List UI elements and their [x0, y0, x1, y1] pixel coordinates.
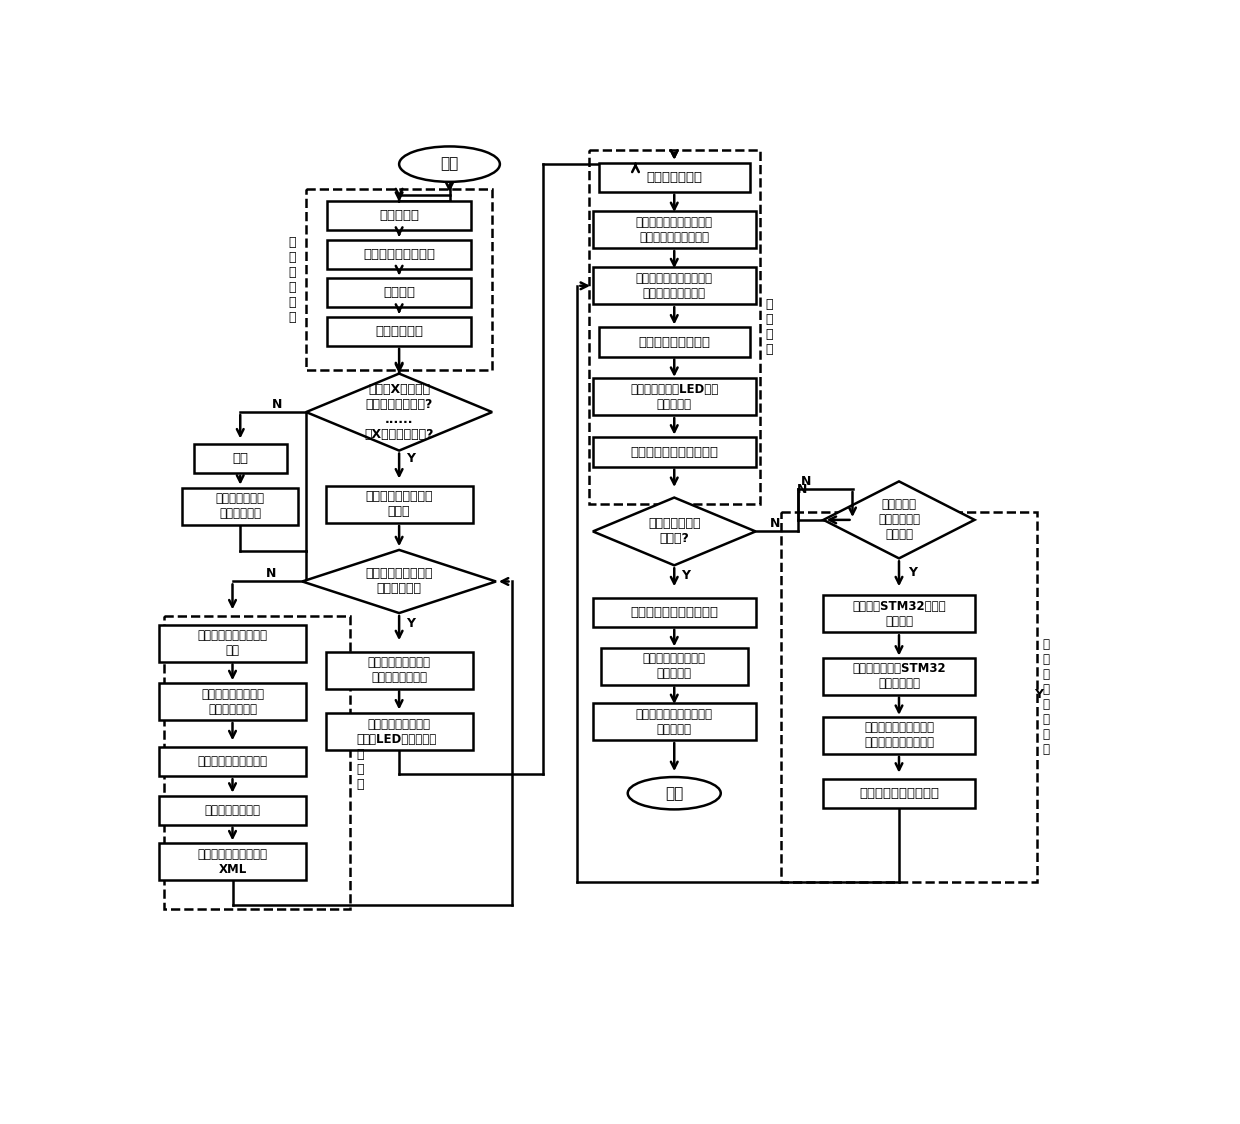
Bar	[325, 652, 472, 689]
Text: 结束: 结束	[665, 786, 683, 800]
Text: 参
数
设
定
模
块: 参 数 设 定 模 块	[289, 236, 296, 324]
Text: Y: Y	[681, 569, 691, 582]
Text: 报警: 报警	[232, 452, 248, 465]
Text: 待测线束扎带依次放入带
有方向的检测治具中: 待测线束扎带依次放入带 有方向的检测治具中	[636, 272, 713, 300]
Bar	[823, 779, 975, 808]
Text: 测试机箱STM32向发送
单个脉冲: 测试机箱STM32向发送 单个脉冲	[852, 600, 946, 628]
Text: 返修人员返修不
合格的单元板: 返修人员返修不 合格的单元板	[216, 492, 265, 520]
Text: 上位机向工厂管理软件上
传检测记录: 上位机向工厂管理软件上 传检测记录	[636, 708, 713, 735]
Bar	[593, 437, 755, 466]
Bar	[599, 163, 750, 192]
Bar	[600, 647, 748, 685]
Text: N: N	[267, 568, 277, 580]
Bar	[193, 444, 286, 473]
Text: 嵌入式系统点亮检测
治具LED发光二极管: 嵌入式系统点亮检测 治具LED发光二极管	[362, 717, 436, 745]
Text: 测试治具开关针闭合: 测试治具开关针闭合	[639, 335, 711, 348]
Text: 测试机箱驱动继电器
断开气密锁: 测试机箱驱动继电器 断开气密锁	[642, 652, 706, 680]
Text: 机箱板卡自检: 机箱板卡自检	[376, 325, 423, 337]
Text: N: N	[797, 482, 807, 496]
Text: Y: Y	[1034, 688, 1043, 701]
Text: Y: Y	[909, 565, 918, 579]
Bar	[593, 704, 755, 740]
Bar	[781, 513, 1037, 882]
Text: 嵌入式系统驱动LED发光
二极管熄灭: 嵌入式系统驱动LED发光 二极管熄灭	[630, 382, 718, 410]
Text: N: N	[770, 517, 780, 531]
Ellipse shape	[399, 146, 500, 182]
Ellipse shape	[627, 777, 720, 809]
Text: 设
计
模
块: 设 计 模 块	[357, 734, 365, 791]
Text: 导入线束扎带工艺参数: 导入线束扎带工艺参数	[197, 755, 268, 768]
Bar	[159, 747, 306, 777]
Text: 上位机设置串口参数: 上位机设置串口参数	[363, 247, 435, 261]
Bar	[589, 151, 759, 505]
Bar	[327, 317, 471, 346]
Text: 打开串口: 打开串口	[383, 287, 415, 299]
Text: 扫描线束流水号: 扫描线束流水号	[646, 171, 702, 183]
Polygon shape	[593, 498, 755, 565]
Bar	[182, 488, 299, 525]
Text: 生成线束扎带连线: 生成线束扎带连线	[205, 804, 260, 817]
Text: 机箱共X块单元板
第一块单元板合格?
......
第X块单元板合格?: 机箱共X块单元板 第一块单元板合格? ...... 第X块单元板合格?	[365, 383, 434, 441]
Bar	[823, 658, 975, 695]
Text: 扎带连线图形消
除完毕?: 扎带连线图形消 除完毕?	[649, 517, 701, 545]
Bar	[593, 598, 755, 627]
Text: 扫描枪扫描线号寻找
测试工艺文件: 扫描枪扫描线号寻找 测试工艺文件	[366, 568, 433, 596]
Bar	[823, 596, 975, 633]
Bar	[599, 327, 750, 356]
Bar	[823, 717, 975, 754]
Bar	[327, 278, 471, 307]
Bar	[593, 378, 755, 415]
Bar	[159, 843, 306, 880]
Text: 上位机线束扎带连线消除: 上位机线束扎带连线消除	[630, 445, 718, 459]
Text: 光耦开关检
测是否存在待
打印标签: 光耦开关检 测是否存在待 打印标签	[878, 498, 920, 542]
Text: 设计人员设计线束扎带
图形: 设计人员设计线束扎带 图形	[197, 629, 268, 658]
Bar	[593, 211, 755, 248]
Text: 检
测
模
块: 检 测 模 块	[766, 298, 774, 356]
Polygon shape	[823, 481, 975, 559]
Bar	[325, 486, 472, 523]
Text: 线束扎带图形自学习
与机箱建立联系: 线束扎带图形自学习 与机箱建立联系	[201, 688, 264, 716]
Text: N: N	[801, 474, 811, 488]
Bar	[159, 625, 306, 662]
Polygon shape	[306, 373, 492, 451]
Bar	[159, 796, 306, 825]
Text: 上位机下发扎带自学
习的机箱物理地址: 上位机下发扎带自学 习的机箱物理地址	[367, 656, 430, 685]
Text: 合
格
印
章
打
印
模
块: 合 格 印 章 打 印 模 块	[1043, 638, 1049, 756]
Bar	[325, 713, 472, 750]
Bar	[593, 268, 755, 305]
Bar	[306, 189, 492, 370]
Text: 上电初始化: 上电初始化	[379, 209, 419, 223]
Text: 合格印章开始打合格印: 合格印章开始打合格印	[859, 787, 939, 800]
Bar	[159, 683, 306, 720]
Text: 驱动电动推杆并带动直
线导轨滑块做直线运动: 驱动电动推杆并带动直 线导轨滑块做直线运动	[864, 722, 934, 750]
Bar	[164, 616, 351, 908]
Text: 测试人员开始线束扎
带测试: 测试人员开始线束扎 带测试	[366, 490, 433, 518]
Text: 扎带线束护套放入气密锁
模块进行线束测试锁紧: 扎带线束护套放入气密锁 模块进行线束测试锁紧	[636, 216, 713, 244]
Text: 合格印测试板中STM32
外部中断触发: 合格印测试板中STM32 外部中断触发	[852, 662, 946, 690]
Bar	[327, 239, 471, 269]
Text: 保存线束扎带测试文件
XML: 保存线束扎带测试文件 XML	[197, 847, 268, 876]
Text: Y: Y	[407, 617, 415, 631]
Polygon shape	[303, 550, 496, 613]
Bar	[327, 201, 471, 230]
Text: N: N	[273, 398, 283, 411]
Text: 开始: 开始	[440, 156, 459, 172]
Text: Y: Y	[407, 452, 415, 465]
Text: 上位机发送测试成功指令: 上位机发送测试成功指令	[630, 606, 718, 619]
